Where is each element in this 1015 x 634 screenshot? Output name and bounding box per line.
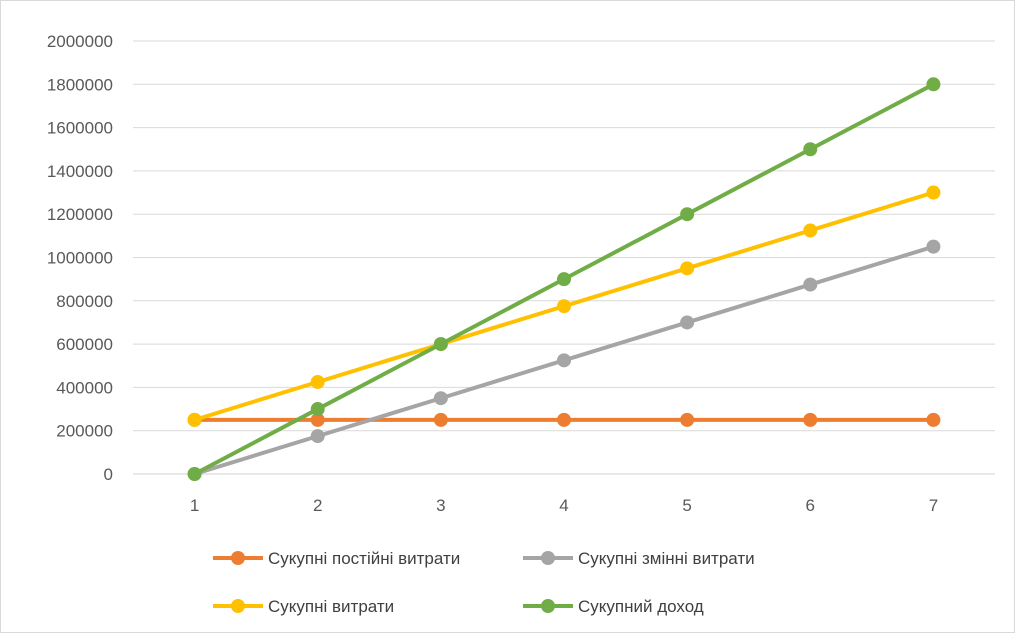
data-point: [557, 272, 571, 287]
data-point: [557, 299, 571, 314]
data-point: [926, 185, 941, 200]
legend-label: Сукупний доход: [578, 597, 704, 616]
y-tick-label: 600000: [56, 335, 113, 354]
y-tick-label: 200000: [56, 422, 113, 441]
series-lines: [187, 77, 941, 481]
data-point: [680, 261, 695, 276]
legend-marker: [541, 551, 555, 565]
legend-item: Сукупні змінні витрати: [523, 549, 755, 568]
data-point: [187, 467, 202, 481]
y-tick-label: 2000000: [47, 32, 113, 51]
data-point: [803, 412, 818, 427]
data-point: [803, 277, 818, 292]
gridlines: [133, 40, 995, 475]
x-tick-label: 7: [929, 496, 938, 515]
data-point: [926, 239, 941, 254]
data-point: [310, 402, 325, 417]
x-axis-tick-labels: 1 2 3 4 5 6 7: [190, 496, 938, 515]
y-axis-tick-labels: 0 200000 400000 600000 800000 1000000 1200000 1…: [47, 32, 113, 484]
data-point: [680, 412, 695, 427]
x-tick-label: 5: [682, 496, 691, 515]
data-point: [433, 391, 448, 406]
data-point: [557, 353, 571, 368]
y-tick-label: 1000000: [47, 249, 113, 268]
y-tick-label: 1600000: [47, 119, 113, 138]
x-tick-label: 6: [806, 496, 815, 515]
data-point: [680, 207, 695, 222]
legend-label: Сукупні постійні витрати: [268, 549, 460, 568]
data-point: [187, 412, 202, 427]
x-tick-label: 4: [559, 496, 568, 515]
legend-marker: [231, 551, 245, 565]
legend-label: Сукупні змінні витрати: [578, 549, 755, 568]
y-tick-label: 1200000: [47, 205, 113, 224]
series-4: [187, 77, 941, 481]
y-tick-label: 800000: [56, 292, 113, 311]
legend-label: Сукупні витрати: [268, 597, 394, 616]
series-3: [187, 185, 941, 427]
y-tick-label: 0: [104, 465, 113, 484]
x-tick-label: 1: [190, 496, 199, 515]
legend-item: Сукупні витрати: [213, 597, 394, 616]
legend-item: Сукупний доход: [523, 597, 704, 616]
data-point: [310, 412, 325, 427]
legend-marker: [541, 599, 555, 613]
data-point: [433, 337, 448, 352]
data-point: [926, 412, 941, 427]
y-tick-label: 1400000: [47, 162, 113, 181]
data-point: [433, 412, 448, 427]
data-point: [680, 315, 695, 330]
legend-marker: [231, 599, 245, 613]
legend-item: Сукупні постійні витрати: [213, 549, 460, 568]
data-point: [310, 374, 325, 389]
data-point: [310, 429, 325, 444]
data-point: [926, 77, 941, 92]
x-tick-label: 2: [313, 496, 322, 515]
data-point: [803, 223, 818, 238]
data-point: [803, 142, 818, 157]
x-tick-label: 3: [436, 496, 445, 515]
y-tick-label: 1800000: [47, 75, 113, 94]
legend: Сукупні постійні витрати Сукупні змінні в…: [213, 549, 755, 616]
y-tick-label: 400000: [56, 378, 113, 397]
data-point: [557, 412, 571, 427]
